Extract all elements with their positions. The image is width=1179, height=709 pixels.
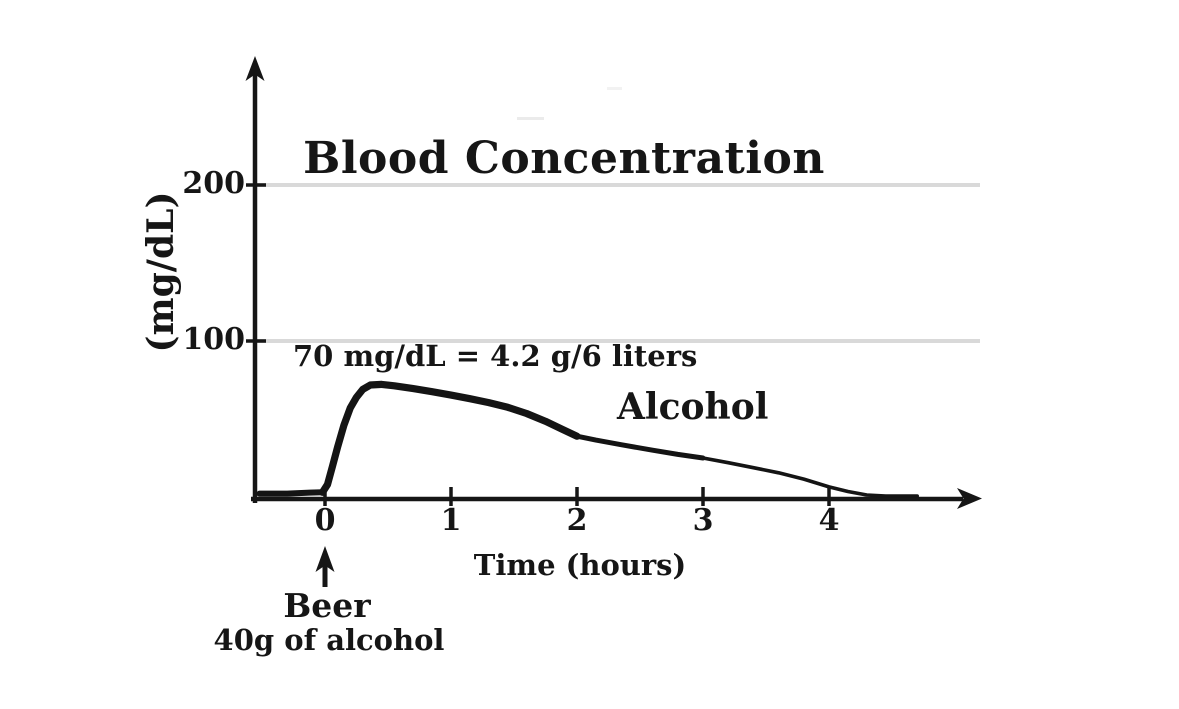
alcohol-curve-segment <box>256 489 326 497</box>
alcohol-curve-segment <box>574 433 706 461</box>
y-axis-arrow-icon <box>245 56 265 81</box>
gridlines <box>255 183 980 343</box>
alcohol-curve <box>256 380 920 498</box>
scan-smudge <box>517 117 544 120</box>
scan-smudge <box>607 87 622 90</box>
x-tick-label: 1 <box>440 503 462 538</box>
event-sublabel-40g-alcohol: 40g of alcohol <box>213 623 445 657</box>
beer-up-arrow-icon <box>315 546 335 572</box>
annotation-concentration-equivalence: 70 mg/dL = 4.2 g/6 liters <box>293 339 698 373</box>
alcohol-curve-segment <box>701 456 920 498</box>
chart-title: Blood Concentration <box>303 133 825 184</box>
y-tick-label: 200 <box>182 166 245 201</box>
alcohol-curve-segment <box>318 380 581 496</box>
event-label-beer: Beer <box>283 586 371 625</box>
x-axis-label: Time (hours) <box>473 548 687 582</box>
x-tick-label: 3 <box>692 503 714 538</box>
x-tick-label: 2 <box>566 503 588 538</box>
x-tick-label: 0 <box>314 503 336 538</box>
series-label-alcohol: Alcohol <box>617 386 769 428</box>
x-tick-label: 4 <box>818 503 840 538</box>
x-axis-arrow-icon <box>957 488 982 509</box>
y-tick-label: 100 <box>182 322 245 357</box>
